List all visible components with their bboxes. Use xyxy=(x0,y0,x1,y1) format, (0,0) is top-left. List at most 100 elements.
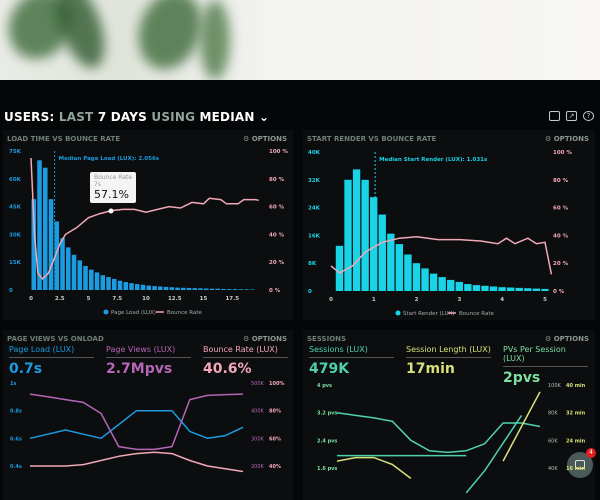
bar[interactable] xyxy=(60,238,65,290)
bar[interactable] xyxy=(215,288,221,290)
bar[interactable] xyxy=(472,285,481,291)
bar[interactable] xyxy=(506,287,515,291)
title-users: USERS: xyxy=(4,110,55,124)
bar[interactable] xyxy=(186,287,192,290)
bar[interactable] xyxy=(370,197,378,291)
options-label: OPTIONS xyxy=(251,135,287,143)
share-icon[interactable]: ↗ xyxy=(566,111,577,121)
bar[interactable] xyxy=(395,244,404,291)
options-button[interactable]: ⚙ OPTIONS xyxy=(545,135,589,143)
y-tick-label: 30K xyxy=(9,232,22,238)
bar[interactable] xyxy=(192,288,198,290)
bar[interactable] xyxy=(146,285,152,290)
bar[interactable] xyxy=(232,289,238,290)
bar[interactable] xyxy=(66,247,71,290)
bar[interactable] xyxy=(250,289,255,290)
bar[interactable] xyxy=(77,260,83,290)
bar[interactable] xyxy=(464,284,472,291)
dashboard-title[interactable]: USERS: LAST 7 DAYS USING MEDIAN ⌄ xyxy=(4,110,269,124)
bar[interactable] xyxy=(123,282,129,290)
options-button[interactable]: ⚙ OPTIONS xyxy=(545,335,589,343)
bar[interactable] xyxy=(238,289,244,290)
bar[interactable] xyxy=(94,272,100,290)
bar[interactable] xyxy=(438,277,446,291)
bar[interactable] xyxy=(227,289,232,290)
bar[interactable] xyxy=(54,221,60,290)
monitor-icon[interactable] xyxy=(549,111,560,121)
bar[interactable] xyxy=(455,281,463,291)
bar[interactable] xyxy=(498,287,506,291)
bar[interactable] xyxy=(429,273,438,291)
bar[interactable] xyxy=(129,283,134,290)
bar[interactable] xyxy=(112,278,117,290)
y3-tick-label: 60% xyxy=(269,436,281,442)
bar[interactable] xyxy=(100,275,106,290)
bar[interactable] xyxy=(221,288,226,290)
bar[interactable] xyxy=(175,287,180,290)
bar[interactable] xyxy=(135,284,140,290)
x-tick-label: 7.5 xyxy=(112,296,122,302)
metric-value: 2pvs xyxy=(503,370,541,386)
chat-button[interactable]: 4 xyxy=(567,448,596,478)
bar[interactable] xyxy=(412,263,421,291)
x-tick-label: 5 xyxy=(543,297,547,303)
bar[interactable] xyxy=(140,284,146,290)
x-tick-label: 15 xyxy=(200,296,208,302)
chevron-down-icon[interactable]: ⌄ xyxy=(259,110,270,124)
bar[interactable] xyxy=(541,288,549,291)
bar[interactable] xyxy=(204,288,209,290)
legend-label: Bounce Rate xyxy=(167,310,202,316)
panel-title: PAGE VIEWS VS ONLOAD xyxy=(7,335,104,343)
bar[interactable] xyxy=(421,268,429,291)
bar[interactable] xyxy=(515,287,523,291)
bar[interactable] xyxy=(387,233,395,291)
tooltip-label: Bounce Rate xyxy=(94,174,133,181)
y-tick-label: 2.4 pvs xyxy=(317,438,337,444)
bar[interactable] xyxy=(447,279,455,291)
bar[interactable] xyxy=(532,288,541,291)
title-using: USING xyxy=(151,110,196,124)
options-label: OPTIONS xyxy=(251,335,287,343)
bar[interactable] xyxy=(524,288,532,291)
bar[interactable] xyxy=(83,265,88,290)
bar[interactable] xyxy=(244,289,249,290)
bar[interactable] xyxy=(169,287,175,290)
bar[interactable] xyxy=(43,167,48,290)
bar[interactable] xyxy=(352,169,361,291)
bar[interactable] xyxy=(152,286,157,290)
y-tick-label: 16K xyxy=(308,233,321,239)
bar[interactable] xyxy=(106,277,111,290)
bar[interactable] xyxy=(489,286,498,291)
series-line xyxy=(29,393,244,451)
metric-card: Session Length (LUX) 17min xyxy=(406,345,491,377)
bar[interactable] xyxy=(117,280,123,290)
bar[interactable] xyxy=(37,160,42,290)
help-icon[interactable]: ? xyxy=(583,111,594,121)
median-annotation: Median Start Render (LUX): 1.031s xyxy=(379,157,488,163)
bar[interactable] xyxy=(163,286,169,290)
y-tick-label: 40K xyxy=(308,150,321,156)
y2-tick-label: 80 % xyxy=(553,178,569,184)
metric-label: Bounce Rate (LUX) xyxy=(203,345,288,358)
bar[interactable] xyxy=(378,214,386,291)
options-button[interactable]: ⚙ OPTIONS xyxy=(243,335,287,343)
bar[interactable] xyxy=(48,199,54,290)
bar[interactable] xyxy=(481,285,489,291)
bar[interactable] xyxy=(181,287,186,290)
bar[interactable] xyxy=(209,288,215,290)
bar[interactable] xyxy=(31,199,37,290)
bar[interactable] xyxy=(89,269,94,290)
options-button[interactable]: ⚙ OPTIONS xyxy=(243,135,287,143)
bar[interactable] xyxy=(158,286,163,290)
bar[interactable] xyxy=(361,179,369,291)
bar[interactable] xyxy=(71,254,77,290)
bar[interactable] xyxy=(335,245,344,291)
x-tick-label: 2 xyxy=(415,297,419,303)
metric-value: 0.7s xyxy=(9,361,43,377)
y2-tick-label: 80K xyxy=(548,411,558,417)
bar[interactable] xyxy=(404,254,412,291)
x-tick-label: 5 xyxy=(87,296,91,302)
legend-marker xyxy=(395,310,401,316)
bar[interactable] xyxy=(198,288,203,290)
bar[interactable] xyxy=(344,179,352,291)
